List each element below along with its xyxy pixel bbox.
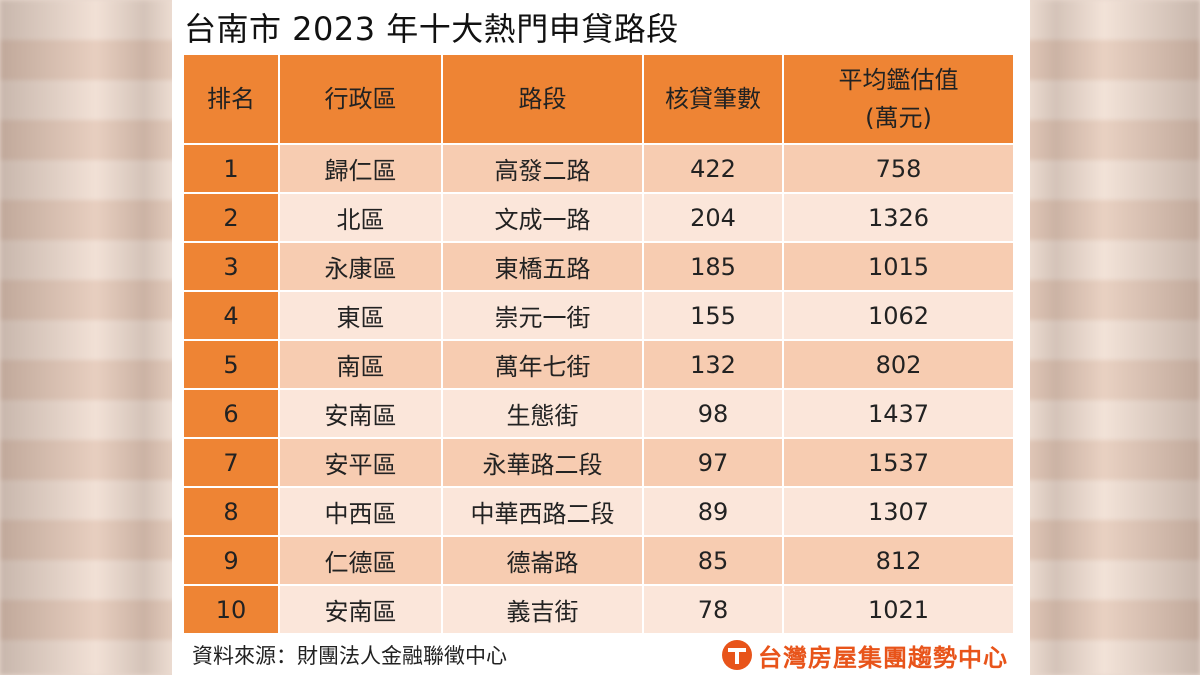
taiwan-realty-logo-icon <box>722 640 752 670</box>
header-rank: 排名 <box>184 55 280 145</box>
infographic-card: 台南市 2023 年十大熱門申貸路段 排名 行政區 路段 核貸筆數 平均鑑估值 … <box>172 0 1030 675</box>
table-row: 10 安南區 義吉街 78 1021 <box>184 585 1013 635</box>
cell-rank: 8 <box>184 487 280 537</box>
cell-count: 185 <box>643 242 784 292</box>
table-row: 6 安南區 生態街 98 1437 <box>184 389 1013 439</box>
header-value: 平均鑑估值 (萬元) <box>783 55 1013 145</box>
cell-road: 德崙路 <box>442 536 644 586</box>
table-row: 9 仁德區 德崙路 85 812 <box>184 536 1013 586</box>
cell-value: 812 <box>783 536 1013 586</box>
page-title: 台南市 2023 年十大熱門申貸路段 <box>184 10 679 48</box>
table-header-row: 排名 行政區 路段 核貸筆數 平均鑑估值 (萬元) <box>184 55 1013 145</box>
table-row: 4 東區 崇元一街 155 1062 <box>184 291 1013 341</box>
cell-district: 北區 <box>279 193 443 243</box>
data-source: 資料來源：財團法人金融聯徵中心 <box>192 644 507 668</box>
cell-rank: 7 <box>184 438 280 488</box>
cell-value: 1307 <box>783 487 1013 537</box>
cell-rank: 5 <box>184 340 280 390</box>
cell-road: 東橋五路 <box>442 242 644 292</box>
header-road: 路段 <box>442 55 644 145</box>
cell-count: 422 <box>643 144 784 194</box>
cell-road: 高發二路 <box>442 144 644 194</box>
cell-value: 1021 <box>783 585 1013 635</box>
brand: 台灣房屋集團趨勢中心 <box>722 638 1008 672</box>
table-row: 1 歸仁區 高發二路 422 758 <box>184 144 1013 194</box>
cell-road: 萬年七街 <box>442 340 644 390</box>
cell-rank: 10 <box>184 585 280 635</box>
cell-rank: 9 <box>184 536 280 586</box>
cell-count: 89 <box>643 487 784 537</box>
cell-rank: 2 <box>184 193 280 243</box>
cell-district: 安南區 <box>279 585 443 635</box>
cell-road: 中華西路二段 <box>442 487 644 537</box>
cell-road: 文成一路 <box>442 193 644 243</box>
cell-rank: 4 <box>184 291 280 341</box>
cell-count: 155 <box>643 291 784 341</box>
cell-road: 義吉街 <box>442 585 644 635</box>
cell-district: 安南區 <box>279 389 443 439</box>
table-row: 5 南區 萬年七街 132 802 <box>184 340 1013 390</box>
header-value-line2: (萬元) <box>865 104 932 132</box>
cell-value: 1326 <box>783 193 1013 243</box>
cell-value: 1015 <box>783 242 1013 292</box>
brand-name: 台灣房屋集團趨勢中心 <box>758 643 1008 672</box>
header-count: 核貸筆數 <box>643 55 784 145</box>
cell-count: 204 <box>643 193 784 243</box>
table-row: 2 北區 文成一路 204 1326 <box>184 193 1013 243</box>
table-row: 7 安平區 永華路二段 97 1537 <box>184 438 1013 488</box>
cell-value: 758 <box>783 144 1013 194</box>
header-value-line1: 平均鑑估值 <box>838 66 959 94</box>
cell-value: 1537 <box>783 438 1013 488</box>
cell-road: 生態街 <box>442 389 644 439</box>
cell-rank: 3 <box>184 242 280 292</box>
cell-road: 永華路二段 <box>442 438 644 488</box>
cell-value: 802 <box>783 340 1013 390</box>
cell-value: 1062 <box>783 291 1013 341</box>
cell-rank: 6 <box>184 389 280 439</box>
ranking-table: 排名 行政區 路段 核貸筆數 平均鑑估值 (萬元) 1 歸仁區 高發二路 422 758… <box>184 55 1013 635</box>
table-row: 8 中西區 中華西路二段 89 1307 <box>184 487 1013 537</box>
cell-district: 仁德區 <box>279 536 443 586</box>
footer: 資料來源：財團法人金融聯徵中心 台灣房屋集團趨勢中心 <box>172 636 1030 675</box>
cell-count: 132 <box>643 340 784 390</box>
table-row: 3 永康區 東橋五路 185 1015 <box>184 242 1013 292</box>
cell-district: 歸仁區 <box>279 144 443 194</box>
cell-count: 85 <box>643 536 784 586</box>
header-district: 行政區 <box>279 55 443 145</box>
cell-count: 78 <box>643 585 784 635</box>
cell-count: 98 <box>643 389 784 439</box>
cell-road: 崇元一街 <box>442 291 644 341</box>
cell-district: 中西區 <box>279 487 443 537</box>
cell-value: 1437 <box>783 389 1013 439</box>
cell-district: 南區 <box>279 340 443 390</box>
cell-count: 97 <box>643 438 784 488</box>
table-body: 1 歸仁區 高發二路 422 758 2 北區 文成一路 204 1326 3 永康區 東橋五路 185 1… <box>184 144 1013 635</box>
cell-district: 東區 <box>279 291 443 341</box>
cell-district: 安平區 <box>279 438 443 488</box>
cell-district: 永康區 <box>279 242 443 292</box>
cell-rank: 1 <box>184 144 280 194</box>
